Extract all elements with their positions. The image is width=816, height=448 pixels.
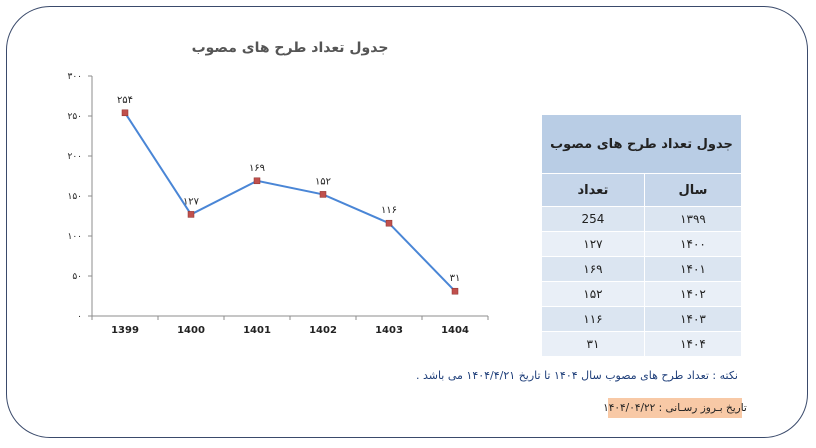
y-tick-label: ۳۰۰ [67,72,82,82]
data-label: ۲۵۴ [117,95,133,106]
footnote: نکته : تعداد طرح های مصوب سال ۱۴۰۴ تا تا… [415,369,738,382]
y-tick-label: ۱۵۰ [67,192,82,202]
chart-title: جدول تعداد طرح های مصوب [191,40,389,56]
data-label: ۱۶۹ [249,163,265,174]
x-tick-label: 1399 [111,325,139,336]
cell-year: ۱۴۰۴ [643,331,741,357]
x-tick-label: 1403 [375,325,403,336]
cell-count: ۱۲۷ [542,231,645,257]
table-row: ۱۱۶ ۱۴۰۳ [542,306,741,332]
table-title: جدول تعداد طرح های مصوب [542,115,741,174]
data-point [187,211,195,218]
x-tick-label: 1402 [309,325,337,336]
data-label: ۱۱۶ [381,205,397,216]
table-row: ۱۶۹ ۱۴۰۱ [542,256,741,282]
table-row: ۳۱ ۱۴۰۴ [542,331,741,357]
cell-count: ۱۵۲ [542,281,645,307]
y-tick-label: ۱۰۰ [67,232,82,242]
y-axis: ۰ ۵۰ ۱۰۰ ۱۵۰ ۲۰۰ ۲۵۰ ۳۰۰ [67,72,93,322]
cell-count: 254 [542,206,645,232]
data-point [385,219,393,227]
table-row: 254 ۱۳۹۹ [542,206,741,232]
data-point [451,287,459,295]
cell-year: ۱۳۹۹ [643,206,741,232]
cell-year: ۱۴۰۱ [643,256,741,282]
cell-count: ۳۱ [542,331,645,357]
cell-year: ۱۴۰۰ [643,231,741,257]
data-table: جدول تعداد طرح های مصوب تعداد سال 254 ۱۳… [542,115,741,357]
x-tick-label: 1401 [243,325,271,336]
table-row: ۱۲۷ ۱۴۰۰ [542,231,741,257]
column-header-year: سال [643,173,741,207]
y-tick-label: ۵۰ [72,272,82,282]
data-label: ۱۵۲ [315,176,331,187]
data-point [319,191,327,198]
cell-count: ۱۱۶ [542,306,645,332]
update-date-badge: تاریخ بـروز رسـانی : ۱۴۰۴/۰۴/۲۲ [603,398,747,418]
series-polyline [124,112,456,292]
data-point [121,109,129,117]
x-tick-label: 1404 [441,325,469,336]
y-tick-label: ۲۰۰ [67,152,82,162]
cell-year: ۱۴۰۳ [643,306,741,332]
data-label: ۱۲۷ [183,196,200,207]
data-point [253,177,261,185]
y-tick-label: ۲۵۰ [67,112,82,122]
series-line [121,109,459,295]
data-labels: ۲۵۴ ۱۲۷ ۱۶۹ ۱۵۲ ۱۱۶ ۳۱ [117,95,460,284]
column-header-count: تعداد [542,173,645,207]
x-axis: 1399 1400 1401 1402 1403 1404 [91,315,489,336]
cell-count: ۱۶۹ [542,256,645,282]
cell-year: ۱۴۰۲ [643,281,741,307]
table-row: ۱۵۲ ۱۴۰۲ [542,281,741,307]
y-tick-label: ۰ [77,312,82,322]
data-label: ۳۱ [450,273,461,284]
x-tick-label: 1400 [177,325,205,336]
